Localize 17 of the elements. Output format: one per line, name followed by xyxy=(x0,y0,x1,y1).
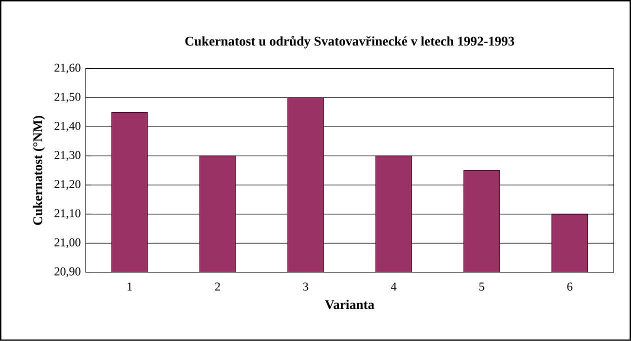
y-tick-label: 21,60 xyxy=(54,64,80,74)
x-tick-label: 4 xyxy=(390,282,396,291)
y-tick-label: 20,90 xyxy=(54,267,80,278)
y-tick-label: 21,40 xyxy=(54,122,80,132)
y-tick-label: 21,10 xyxy=(54,209,80,220)
y-axis-title: Cukernatost (°NM) xyxy=(32,116,45,225)
x-tick-label: 2 xyxy=(215,282,220,291)
x-tick-label: 6 xyxy=(567,282,572,291)
x-axis-title: Varianta xyxy=(324,300,374,310)
y-tick-label: 21,00 xyxy=(54,238,80,248)
chart-title: Cukernatost u odrůdy Svatovavřinecké v letech 1992-1993 xyxy=(185,36,514,48)
x-tick-label: 3 xyxy=(303,282,308,291)
x-tick-label: 1 xyxy=(128,282,132,291)
y-tick-label: 21,50 xyxy=(54,92,80,103)
y-tick-label: 21,30 xyxy=(54,151,80,161)
x-tick-label: 5 xyxy=(479,282,484,291)
y-tick-label: 21,20 xyxy=(54,180,80,190)
